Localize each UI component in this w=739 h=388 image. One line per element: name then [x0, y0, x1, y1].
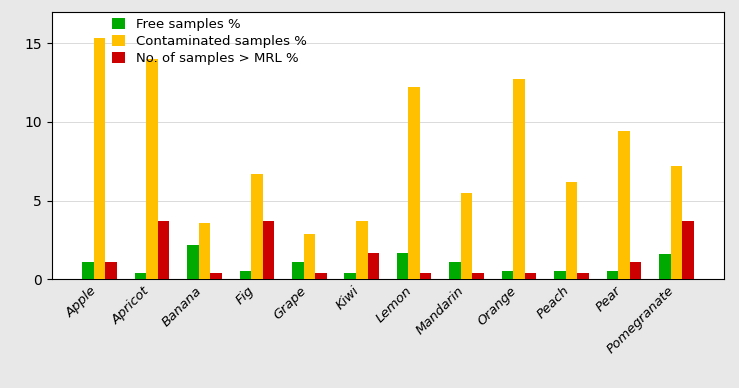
- Bar: [449, 262, 461, 279]
- Bar: [315, 273, 327, 279]
- Bar: [554, 272, 566, 279]
- Bar: [525, 273, 537, 279]
- Bar: [461, 193, 472, 279]
- Bar: [659, 254, 670, 279]
- Bar: [670, 166, 682, 279]
- Bar: [158, 221, 169, 279]
- Bar: [618, 131, 630, 279]
- Bar: [367, 253, 379, 279]
- Bar: [502, 272, 514, 279]
- Bar: [344, 273, 356, 279]
- Bar: [94, 38, 106, 279]
- Bar: [82, 262, 94, 279]
- Bar: [607, 272, 618, 279]
- Bar: [409, 87, 420, 279]
- Bar: [577, 273, 589, 279]
- Bar: [262, 221, 274, 279]
- Bar: [630, 262, 641, 279]
- Bar: [304, 234, 315, 279]
- Bar: [239, 272, 251, 279]
- Bar: [397, 253, 409, 279]
- Bar: [356, 221, 367, 279]
- Bar: [292, 262, 304, 279]
- Bar: [566, 182, 577, 279]
- Legend: Free samples %, Contaminated samples %, No. of samples > MRL %: Free samples %, Contaminated samples %, …: [112, 18, 307, 65]
- Bar: [134, 273, 146, 279]
- Bar: [210, 273, 222, 279]
- Bar: [187, 245, 199, 279]
- Bar: [682, 221, 694, 279]
- Bar: [106, 262, 117, 279]
- Bar: [420, 273, 432, 279]
- Bar: [514, 80, 525, 279]
- Bar: [199, 223, 210, 279]
- Bar: [251, 174, 262, 279]
- Bar: [146, 59, 158, 279]
- Bar: [472, 273, 484, 279]
